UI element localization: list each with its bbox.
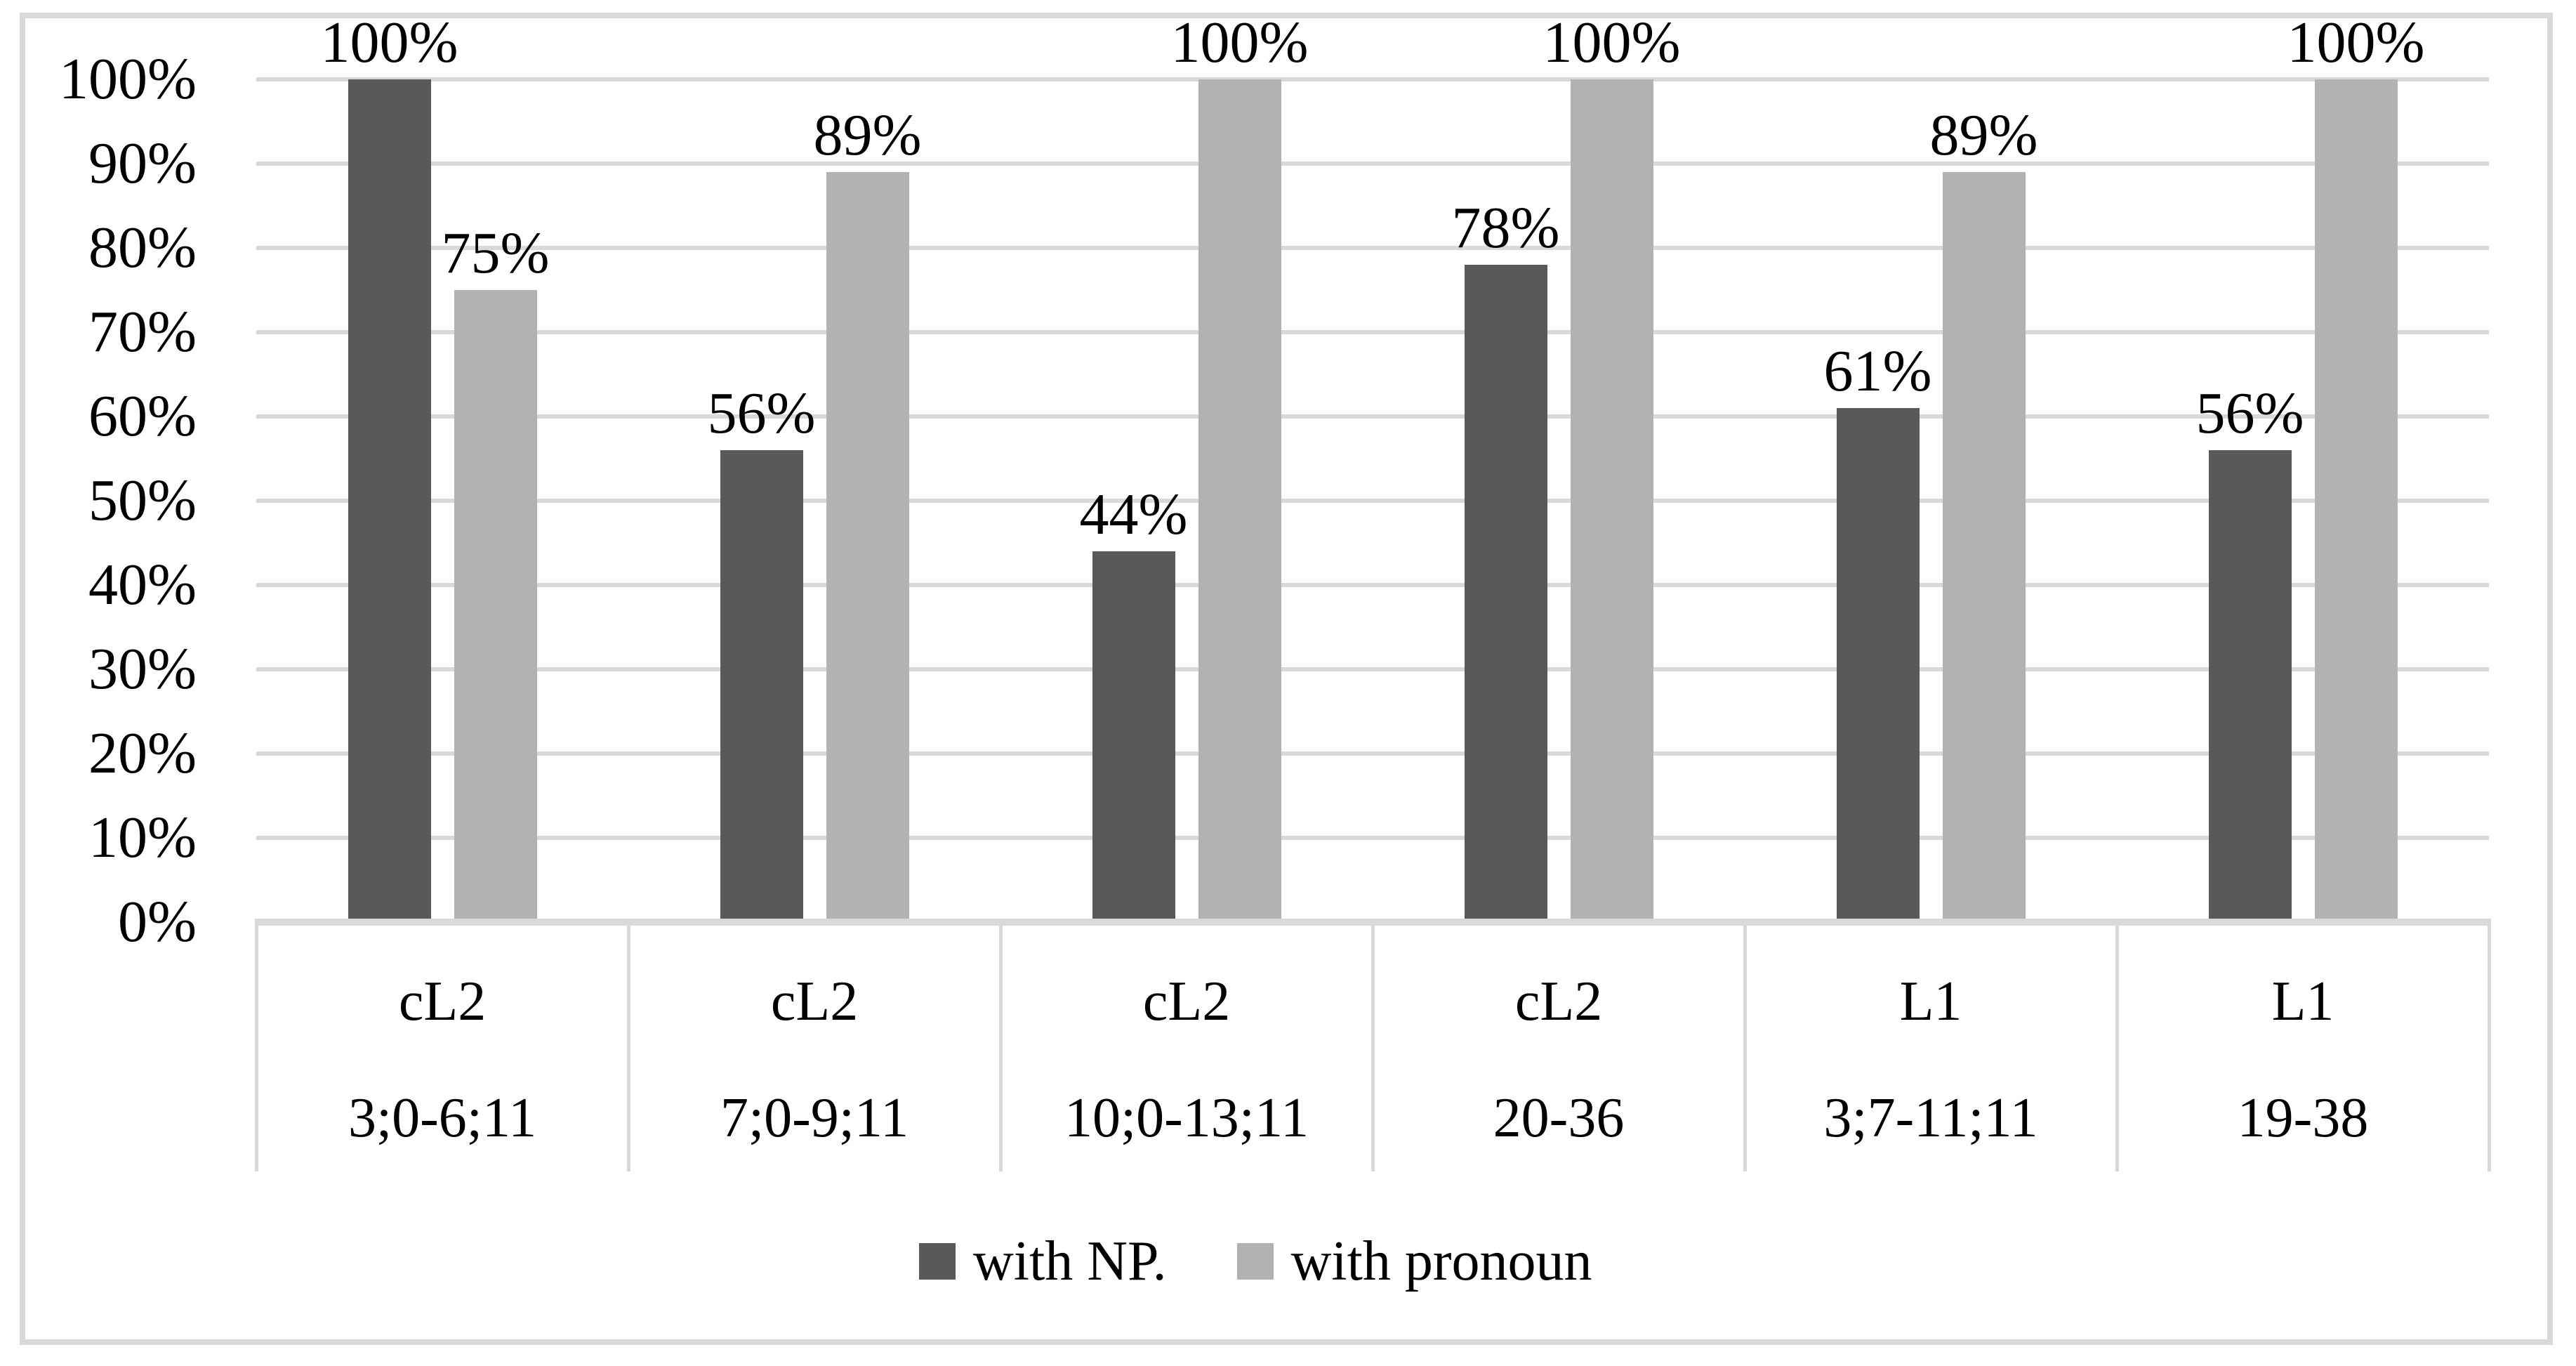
category-cell-border xyxy=(1743,919,1747,1171)
bar-with-pronoun xyxy=(454,290,537,922)
y-axis-tick-label: 0% xyxy=(118,889,197,954)
category-range-label: 20-36 xyxy=(1493,1087,1625,1149)
category-range-label: 3;0-6;11 xyxy=(348,1087,537,1149)
y-axis-tick-label: 60% xyxy=(88,383,197,449)
category-group-label: cL2 xyxy=(770,971,859,1032)
bar-value-label: 56% xyxy=(2195,381,2304,446)
legend-label: with NP. xyxy=(973,1230,1167,1292)
category-range-label: 7;0-9;11 xyxy=(720,1087,909,1149)
category-range-label: 10;0-13;11 xyxy=(1064,1087,1309,1149)
y-axis-tick-label: 30% xyxy=(88,636,197,702)
legend-swatch-with-pronoun xyxy=(1236,1243,1274,1280)
gridline xyxy=(256,751,2489,756)
bar-value-label: 56% xyxy=(707,381,816,446)
bar-with-np xyxy=(348,79,431,922)
bar-with-np xyxy=(720,450,803,922)
category-cell-border xyxy=(626,919,630,1171)
category-group-label: L1 xyxy=(1899,971,1962,1032)
y-axis-tick-label: 10% xyxy=(88,805,197,870)
y-axis-tick-label: 70% xyxy=(88,299,197,365)
y-axis-tick-label: 80% xyxy=(88,215,197,280)
category-group-label: cL2 xyxy=(398,971,487,1032)
figure-border xyxy=(20,13,2553,1345)
bar-value-label: 100% xyxy=(320,10,458,75)
bar-value-label: 100% xyxy=(1543,10,1681,75)
bar-with-np xyxy=(2208,450,2292,922)
category-cell-border xyxy=(254,919,258,1171)
gridline xyxy=(256,162,2489,166)
bar-value-label: 61% xyxy=(1823,339,1932,404)
category-cell-border xyxy=(2487,919,2491,1171)
bar-with-np xyxy=(1092,551,1175,922)
legend-entry-with-pronoun: with pronoun xyxy=(1236,1230,1592,1292)
bar-value-label: 89% xyxy=(1929,103,2038,168)
bar-with-pronoun xyxy=(826,172,909,922)
y-axis-tick-label: 90% xyxy=(88,131,197,196)
y-axis-tick-label: 40% xyxy=(88,552,197,617)
bar-with-pronoun xyxy=(1570,79,1653,922)
legend: with NP. with pronoun xyxy=(919,1230,1592,1292)
legend-label: with pronoun xyxy=(1290,1230,1592,1292)
bar-value-label: 100% xyxy=(1170,10,1309,75)
gridline xyxy=(256,836,2489,840)
y-axis-tick-label: 20% xyxy=(88,721,197,786)
category-cell-border xyxy=(2115,919,2119,1171)
category-range-label: 19-38 xyxy=(2237,1087,2369,1149)
bar-with-pronoun xyxy=(1942,172,2026,922)
category-cell-border xyxy=(998,919,1003,1171)
bar-value-label: 44% xyxy=(1079,482,1188,547)
bar-with-pronoun xyxy=(2314,79,2398,922)
legend-swatch-with-np xyxy=(919,1243,956,1280)
category-range-label: 3;7-11;11 xyxy=(1823,1087,2038,1149)
legend-entry-with-np: with NP. xyxy=(919,1230,1167,1292)
category-group-label: cL2 xyxy=(1142,971,1231,1032)
gridline xyxy=(256,414,2489,419)
bar-with-np xyxy=(1464,265,1547,922)
category-cell-border xyxy=(1370,919,1375,1171)
bar-value-label: 75% xyxy=(441,221,550,286)
y-axis-tick-label: 50% xyxy=(88,468,197,533)
bar-value-label: 78% xyxy=(1451,195,1560,261)
bar-value-label: 89% xyxy=(813,103,922,168)
gridline xyxy=(256,499,2489,503)
gridline xyxy=(256,583,2489,587)
bar-with-np xyxy=(1836,408,1920,922)
gridline xyxy=(256,77,2489,81)
y-axis-tick-label: 100% xyxy=(59,46,197,112)
gridline xyxy=(256,667,2489,671)
gridline xyxy=(256,330,2489,334)
bar-value-label: 100% xyxy=(2287,10,2425,75)
category-group-label: L1 xyxy=(2271,971,2334,1032)
bar-with-pronoun xyxy=(1198,79,1281,922)
category-group-label: cL2 xyxy=(1514,971,1603,1032)
gridline xyxy=(256,246,2489,250)
